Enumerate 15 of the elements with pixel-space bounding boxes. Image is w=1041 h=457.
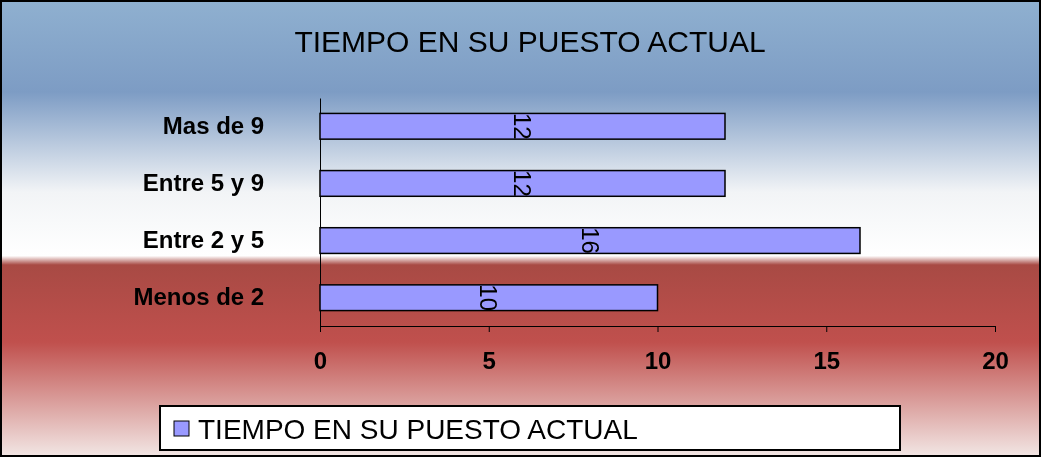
y-tick-label: Entre 5 y 9: [142, 169, 265, 197]
data-label: 10: [475, 284, 503, 312]
x-tick-label: 0: [313, 346, 328, 374]
data-label: 12: [509, 170, 537, 197]
x-tick-label: 5: [482, 346, 496, 374]
chart-title: TIEMPO EN SU PUESTO ACTUAL: [294, 25, 766, 58]
legend-label: TIEMPO EN SU PUESTO ACTUAL: [198, 414, 638, 445]
x-tick-label: 20: [982, 346, 1009, 374]
data-label: 12: [509, 112, 537, 140]
x-tick-label: 15: [813, 346, 841, 374]
data-label: 16: [576, 227, 604, 254]
y-tick-label: Mas de 9: [162, 111, 265, 139]
y-tick-label: Menos de 2: [133, 283, 265, 311]
y-tick-label: Entre 2 y 5: [142, 226, 265, 254]
x-tick-label: 10: [644, 346, 672, 374]
